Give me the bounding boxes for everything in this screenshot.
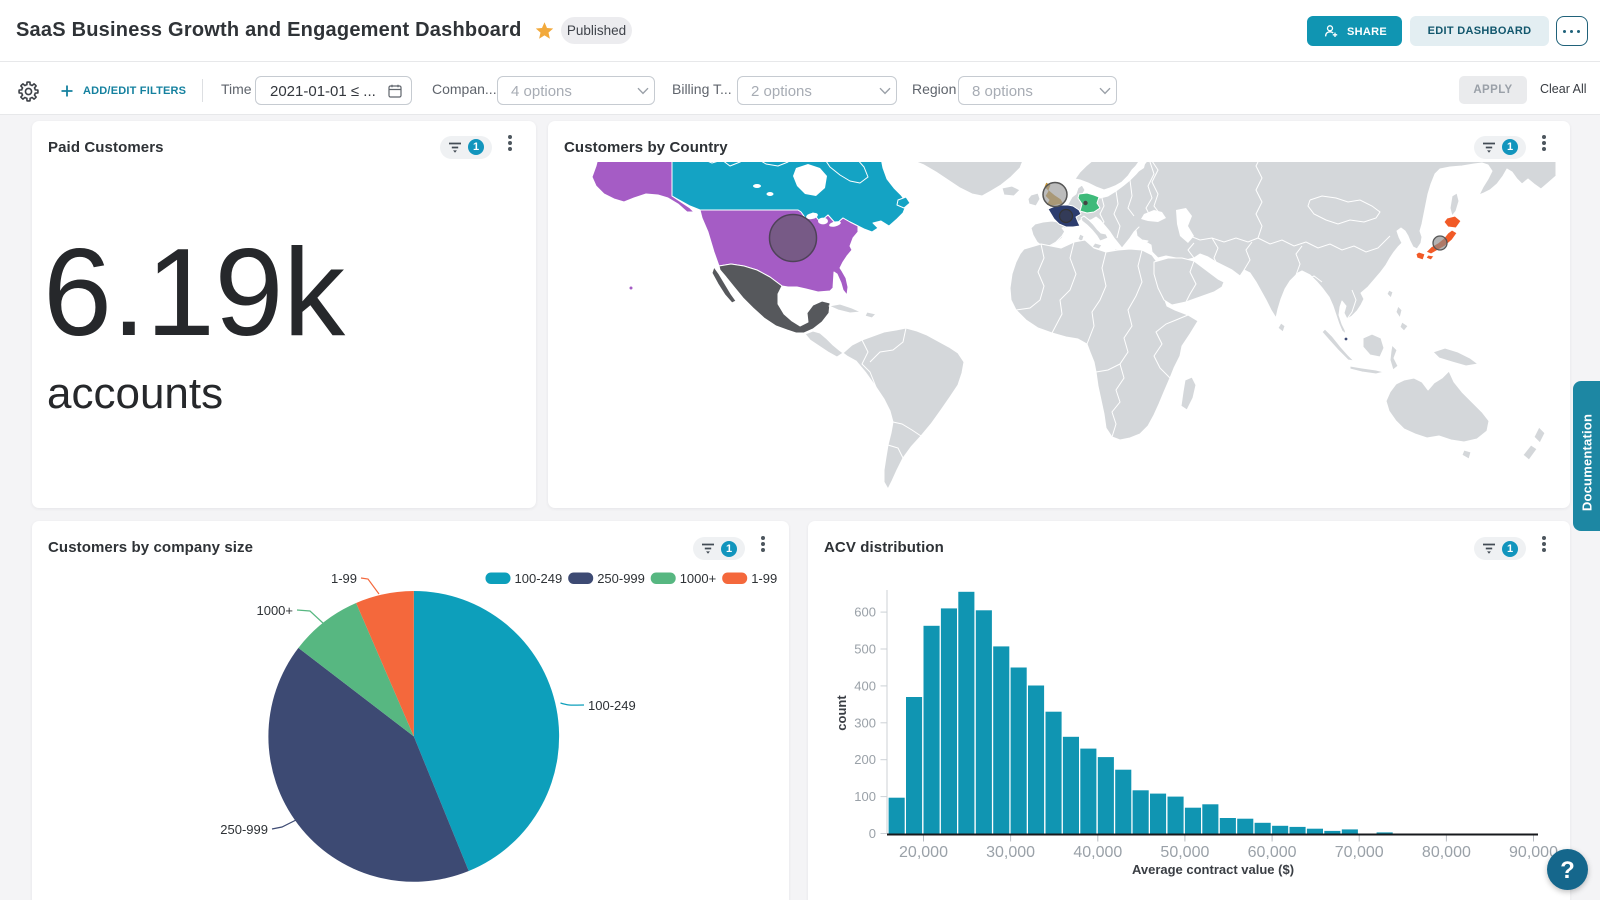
svg-text:90,000: 90,000 [1509,844,1558,861]
svg-text:40,000: 40,000 [1073,844,1122,861]
svg-text:count: count [834,695,849,731]
svg-text:1000+: 1000+ [256,603,293,618]
svg-text:600: 600 [854,605,876,620]
svg-text:Average contract value ($): Average contract value ($) [1132,862,1294,877]
svg-text:1-99: 1-99 [331,571,357,586]
svg-text:70,000: 70,000 [1335,844,1384,861]
svg-text:20,000: 20,000 [899,844,948,861]
svg-text:400: 400 [854,678,876,693]
svg-text:1000+: 1000+ [680,571,717,586]
svg-text:200: 200 [854,752,876,767]
svg-text:100: 100 [854,789,876,804]
svg-text:50,000: 50,000 [1160,844,1209,861]
svg-text:250-999: 250-999 [220,822,268,837]
svg-text:60,000: 60,000 [1248,844,1297,861]
svg-text:100-249: 100-249 [588,698,636,713]
svg-text:300: 300 [854,715,876,730]
svg-text:80,000: 80,000 [1422,844,1471,861]
svg-text:0: 0 [869,826,876,841]
svg-text:100-249: 100-249 [515,571,563,586]
svg-text:30,000: 30,000 [986,844,1035,861]
svg-text:1-99: 1-99 [751,571,777,586]
svg-text:500: 500 [854,642,876,657]
svg-text:250-999: 250-999 [597,571,645,586]
